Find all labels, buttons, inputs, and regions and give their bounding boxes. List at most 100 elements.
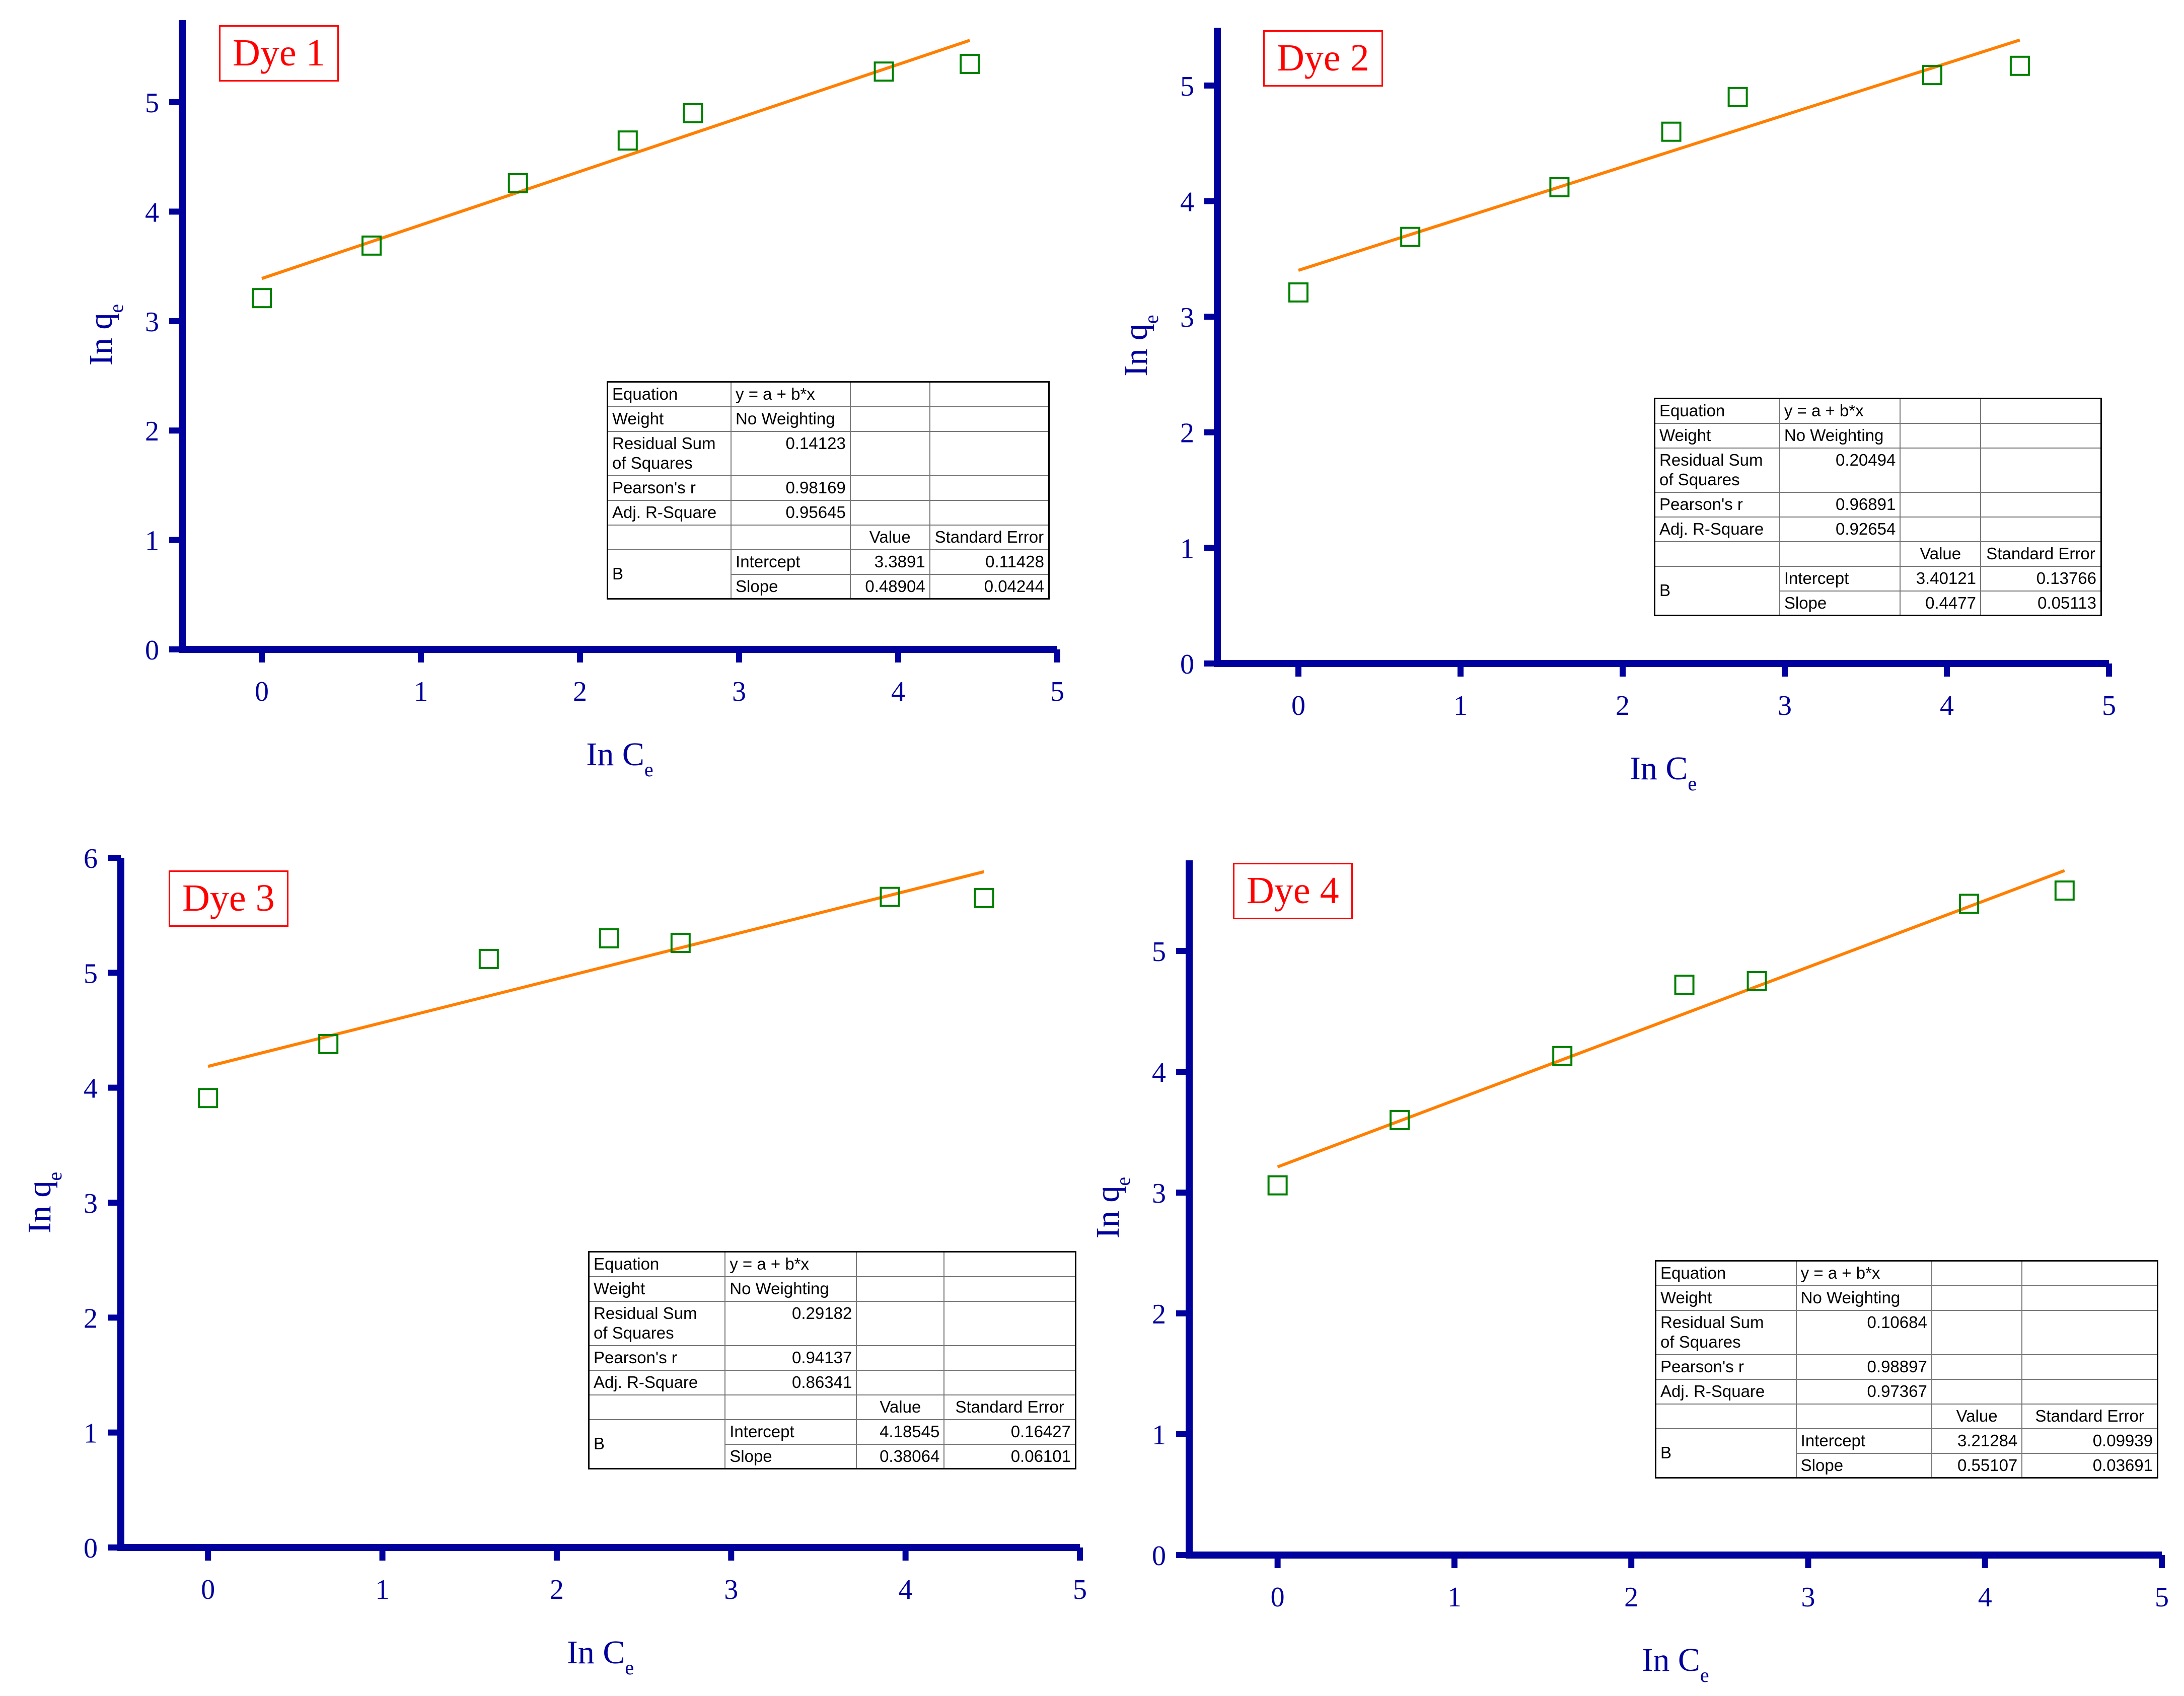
- stats-cell: [1779, 541, 1901, 567]
- data-point: [1727, 87, 1748, 107]
- stats-cell: [1931, 1260, 2023, 1286]
- y-tick-label: 2: [84, 1303, 98, 1334]
- stats-group-cell: B: [607, 549, 732, 600]
- stats-cell: [1654, 541, 1780, 567]
- data-point: [1661, 121, 1682, 142]
- y-axis-title: In qe: [1092, 1177, 1134, 1238]
- stats-cell: [607, 524, 732, 550]
- x-tick-label: 1: [414, 676, 428, 707]
- y-tick-label: 1: [1152, 1420, 1166, 1451]
- stats-cell: 0.55107: [1931, 1452, 2023, 1479]
- stats-cell: [929, 381, 1050, 407]
- stats-cell: Standard Error: [929, 524, 1050, 550]
- chart-panel: 0 1 2 3 4 5 0 1 2 3 4 5 In Ce In qe Dye 1 Equation y = a…: [0, 0, 1092, 848]
- stats-cell: Adj. R-Square: [588, 1369, 726, 1395]
- data-point: [1674, 975, 1695, 995]
- stats-cell: [2021, 1354, 2158, 1380]
- stats-cell: y = a + b*x: [1779, 398, 1901, 424]
- stats-cell: 0.86341: [724, 1369, 857, 1395]
- stats-cell: [1980, 398, 2102, 424]
- stats-cell: Weight: [1655, 1285, 1797, 1311]
- x-tick-label: 3: [732, 676, 746, 707]
- y-tick-label: 0: [1180, 649, 1194, 680]
- stats-cell: [2021, 1285, 2158, 1311]
- stats-cell: y = a + b*x: [1795, 1260, 1932, 1286]
- stats-cell: 0.95645: [731, 499, 851, 526]
- stats-cell: 3.3891: [849, 549, 930, 575]
- stats-cell: [849, 406, 930, 432]
- stats-cell: Adj. R-Square: [607, 499, 732, 526]
- stats-cell: Value: [856, 1394, 945, 1420]
- stats-cell: Value: [849, 524, 930, 550]
- data-point: [1390, 1110, 1410, 1130]
- fit-line: [1298, 38, 2020, 272]
- x-tick-label: 3: [724, 1574, 738, 1605]
- data-point: [1400, 227, 1421, 247]
- x-tick-label: 0: [201, 1574, 215, 1605]
- data-point: [478, 948, 499, 969]
- scatter-plot: 0 1 2 3 4 5 0 1 2 3 4 5 In Ce In qe: [1092, 860, 2169, 1686]
- stats-cell: Adj. R-Square: [1655, 1378, 1797, 1405]
- y-tick-label: 4: [145, 197, 159, 228]
- stats-cell: 0.38064: [856, 1443, 945, 1469]
- stats-cell: [849, 475, 930, 501]
- data-point: [252, 288, 272, 309]
- stats-cell: [929, 430, 1050, 476]
- stats-cell: [1900, 491, 1981, 518]
- data-point: [1746, 971, 1767, 991]
- stats-cell: [856, 1300, 945, 1346]
- data-point: [873, 61, 894, 82]
- y-tick-label: 5: [1152, 936, 1166, 968]
- stats-cell: 0.98169: [731, 475, 851, 501]
- stats-cell: Value: [1931, 1403, 2023, 1429]
- y-tick-label: 1: [84, 1418, 98, 1449]
- data-point: [617, 130, 638, 151]
- x-tick-label: 4: [899, 1574, 913, 1605]
- data-point: [1549, 177, 1570, 197]
- stats-cell: 0.20494: [1779, 447, 1901, 493]
- stats-group-cell: B: [588, 1419, 726, 1469]
- data-point: [974, 888, 994, 908]
- dye-label: Dye 4: [1233, 863, 1353, 919]
- fit-stats-table: Equation y = a + b*x Weight No Weighting Res…: [1654, 398, 2102, 617]
- stats-cell: 0.48904: [849, 573, 930, 600]
- x-tick-label: 5: [2102, 690, 2116, 721]
- x-tick-label: 4: [1940, 690, 1954, 721]
- y-tick-label: 4: [84, 1073, 98, 1104]
- stats-cell: Weight: [607, 406, 732, 432]
- stats-cell: [1931, 1354, 2023, 1380]
- y-axis-title: In qe: [21, 1172, 66, 1233]
- data-point: [1267, 1175, 1288, 1196]
- data-point: [599, 928, 619, 948]
- data-point: [1552, 1046, 1573, 1066]
- stats-cell: Residual Sum of Squares: [1654, 447, 1780, 493]
- stats-cell: [849, 381, 930, 407]
- stats-cell: [1931, 1309, 2023, 1355]
- y-tick-label: 6: [84, 848, 98, 874]
- stats-cell: y = a + b*x: [731, 381, 851, 407]
- stats-cell: 0.16427: [943, 1419, 1076, 1445]
- dye-label: Dye 1: [219, 25, 339, 82]
- y-tick-label: 2: [145, 416, 159, 447]
- stats-cell: No Weighting: [731, 406, 851, 432]
- y-tick-label: 3: [1152, 1178, 1166, 1209]
- stats-cell: [1795, 1403, 1932, 1429]
- stats-cell: Slope: [731, 573, 851, 600]
- stats-cell: 0.98897: [1795, 1354, 1932, 1380]
- stats-cell: Slope: [724, 1443, 857, 1469]
- stats-cell: 0.03691: [2021, 1452, 2158, 1479]
- dye-label: Dye 3: [169, 870, 288, 927]
- stats-cell: [1900, 422, 1981, 449]
- stats-cell: [943, 1369, 1076, 1395]
- x-tick-label: 4: [891, 676, 905, 707]
- stats-cell: [929, 499, 1050, 526]
- stats-cell: [2021, 1378, 2158, 1405]
- stats-cell: [1900, 447, 1981, 493]
- stats-cell: 0.04244: [929, 573, 1050, 600]
- x-tick-label: 0: [1271, 1582, 1285, 1613]
- chart-panel: 0 1 2 3 4 5 0 1 2 3 4 5 In Ce In qe Dye 2 Equation y = a…: [1092, 0, 2184, 848]
- stats-cell: Equation: [1655, 1260, 1797, 1286]
- stats-cell: Intercept: [1795, 1428, 1932, 1454]
- fit-stats-table: Equation y = a + b*x Weight No Weighting Res…: [607, 381, 1050, 600]
- stats-cell: Adj. R-Square: [1654, 516, 1780, 542]
